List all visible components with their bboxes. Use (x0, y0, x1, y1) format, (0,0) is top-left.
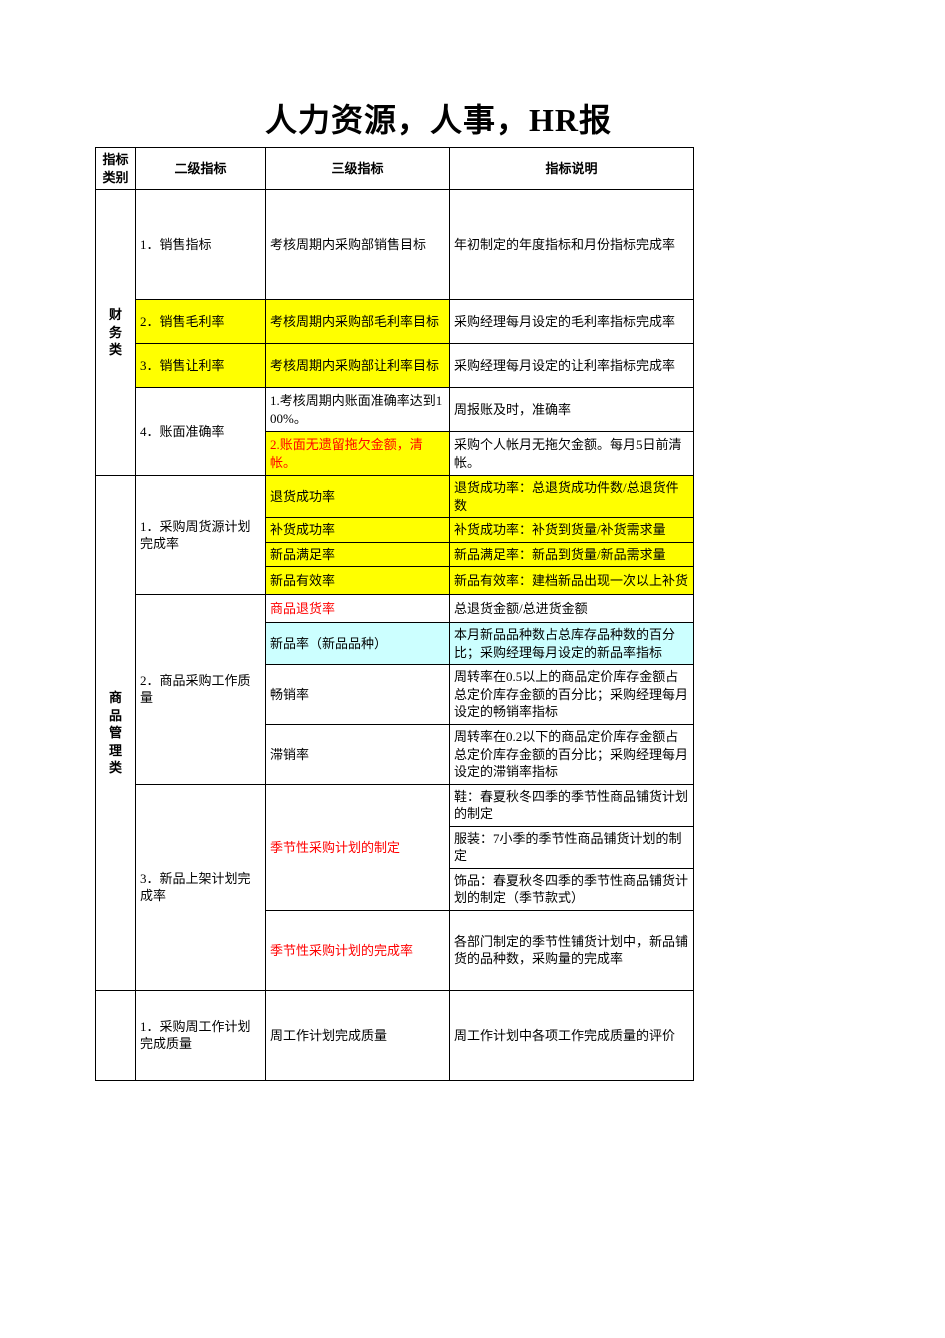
l3-cell: 新品率（新品品种） (266, 623, 450, 665)
desc-cell: 周转率在0.2以下的商品定价库存金额占总定价库存金额的百分比；采购经理每月设定的… (450, 725, 694, 785)
desc-cell: 采购个人帐月无拖欠金额。每月5日前清帐。 (450, 432, 694, 476)
l2-cell: 3．销售让利率 (136, 344, 266, 388)
table-row: 3．销售让利率 考核周期内采购部让利率目标 采购经理每月设定的让利率指标完成率 (96, 344, 694, 388)
l3-cell: 退货成功率 (266, 476, 450, 518)
header-level2: 二级指标 (136, 148, 266, 190)
category-label: 财务类 (96, 190, 136, 476)
desc-cell: 退货成功率：总退货成功件数/总退货件数 (450, 476, 694, 518)
l3-cell: 考核周期内采购部销售目标 (266, 190, 450, 300)
document-page: 人力资源，人事，HR报 指标类别 二级指标 三级指标 指标说明 财务类 1．销售… (0, 0, 945, 1081)
l2-cell: 4．账面准确率 (136, 388, 266, 476)
l2-cell: 1．销售指标 (136, 190, 266, 300)
table-row: 4．账面准确率 1.考核周期内账面准确率达到100%。 周报账及时，准确率 (96, 388, 694, 432)
l3-cell: 商品退货率 (266, 595, 450, 623)
desc-cell: 周报账及时，准确率 (450, 388, 694, 432)
l3-cell: 季节性采购计划的完成率 (266, 910, 450, 990)
desc-cell: 采购经理每月设定的毛利率指标完成率 (450, 300, 694, 344)
desc-cell: 各部门制定的季节性铺货计划中，新品铺货的品种数，采购量的完成率 (450, 910, 694, 990)
l3-cell: 新品满足率 (266, 542, 450, 567)
desc-cell: 饰品：春夏秋冬四季的季节性商品铺货计划的制定（季节款式） (450, 868, 694, 910)
header-level3: 三级指标 (266, 148, 450, 190)
desc-cell: 周工作计划中各项工作完成质量的评价 (450, 990, 694, 1080)
l3-cell: 畅销率 (266, 665, 450, 725)
header-description: 指标说明 (450, 148, 694, 190)
l3-cell: 周工作计划完成质量 (266, 990, 450, 1080)
desc-cell: 服装：7小季的季节性商品铺货计划的制定 (450, 826, 694, 868)
table-header-row: 指标类别 二级指标 三级指标 指标说明 (96, 148, 694, 190)
l3-cell: 滞销率 (266, 725, 450, 785)
table-row: 3．新品上架计划完成率 季节性采购计划的制定 鞋：春夏秋冬四季的季节性商品铺货计… (96, 784, 694, 826)
desc-cell: 本月新品品种数占总库存品种数的百分比；采购经理每月设定的新品率指标 (450, 623, 694, 665)
desc-cell: 新品满足率：新品到货量/新品需求量 (450, 542, 694, 567)
document-title: 人力资源，人事，HR报 (95, 95, 945, 141)
l2-cell: 2．商品采购工作质量 (136, 595, 266, 784)
l2-cell: 1．采购周工作计划完成质量 (136, 990, 266, 1080)
l3-cell: 考核周期内采购部毛利率目标 (266, 300, 450, 344)
l3-cell: 季节性采购计划的制定 (266, 784, 450, 910)
desc-cell: 补货成功率：补货到货量/补货需求量 (450, 518, 694, 543)
l3-cell: 考核周期内采购部让利率目标 (266, 344, 450, 388)
l3-cell: 1.考核周期内账面准确率达到100%。 (266, 388, 450, 432)
desc-cell: 鞋：春夏秋冬四季的季节性商品铺货计划的制定 (450, 784, 694, 826)
header-category: 指标类别 (96, 148, 136, 190)
desc-cell: 年初制定的年度指标和月份指标完成率 (450, 190, 694, 300)
table-row: 商品管理类 1．采购周货源计划完成率 退货成功率 退货成功率：总退货成功件数/总… (96, 476, 694, 518)
desc-cell: 周转率在0.5以上的商品定价库存金额占总定价库存金额的百分比；采购经理每月设定的… (450, 665, 694, 725)
l3-cell: 2.账面无遗留拖欠金额，清帐。 (266, 432, 450, 476)
table-row: 2．销售毛利率 考核周期内采购部毛利率目标 采购经理每月设定的毛利率指标完成率 (96, 300, 694, 344)
table-row: 财务类 1．销售指标 考核周期内采购部销售目标 年初制定的年度指标和月份指标完成… (96, 190, 694, 300)
table-row: 1．采购周工作计划完成质量 周工作计划完成质量 周工作计划中各项工作完成质量的评… (96, 990, 694, 1080)
desc-cell: 总退货金额/总进货金额 (450, 595, 694, 623)
desc-cell: 采购经理每月设定的让利率指标完成率 (450, 344, 694, 388)
l2-cell: 2．销售毛利率 (136, 300, 266, 344)
category-label: 商品管理类 (96, 476, 136, 991)
l3-cell: 补货成功率 (266, 518, 450, 543)
kpi-table: 指标类别 二级指标 三级指标 指标说明 财务类 1．销售指标 考核周期内采购部销… (95, 147, 694, 1081)
desc-cell: 新品有效率：建档新品出现一次以上补货 (450, 567, 694, 595)
category-label (96, 990, 136, 1080)
l3-cell: 新品有效率 (266, 567, 450, 595)
l2-cell: 3．新品上架计划完成率 (136, 784, 266, 990)
table-row: 2．商品采购工作质量 商品退货率 总退货金额/总进货金额 (96, 595, 694, 623)
l2-cell: 1．采购周货源计划完成率 (136, 476, 266, 595)
